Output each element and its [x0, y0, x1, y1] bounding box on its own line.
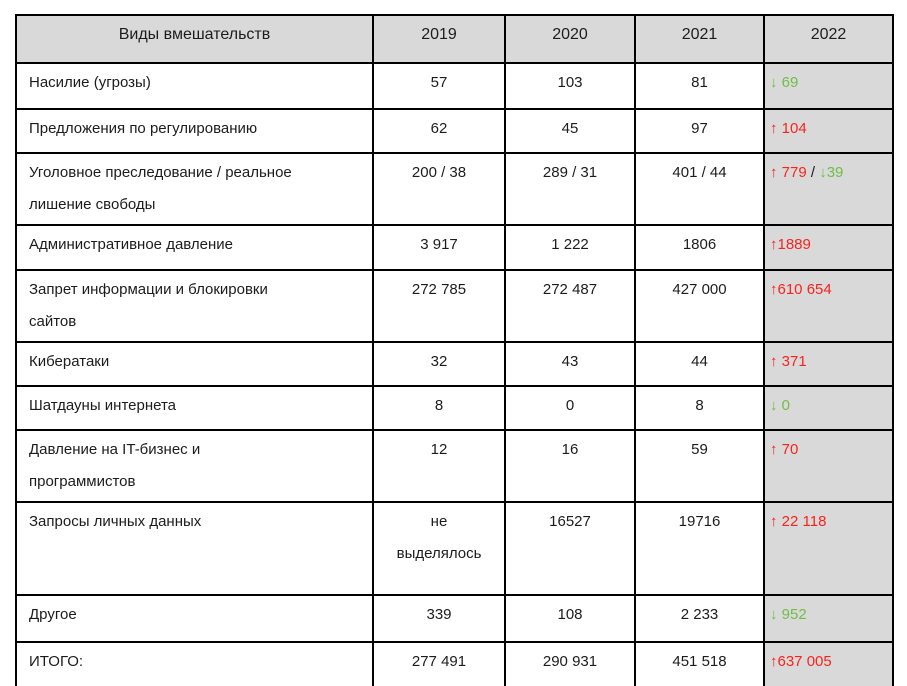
- value-2021: 1806: [634, 224, 765, 271]
- table-row: Давление на IT-бизнес и программистов 12 1…: [15, 429, 894, 503]
- value-2020: 1 222: [504, 224, 636, 271]
- value-2019: не выделялось: [372, 501, 506, 596]
- header-intervention-types: Виды вмешательств: [15, 14, 374, 64]
- table-row: Насилие (угрозы) 57 103 81 ↓ 69: [15, 62, 894, 110]
- decrease-arrow-value: ↓ 69: [770, 74, 799, 91]
- header-year-2022: 2022: [763, 14, 894, 64]
- value-2020: 108: [504, 594, 636, 643]
- value-2021: 81: [634, 62, 765, 110]
- value-2019: 277 491: [372, 641, 506, 686]
- value-2020: 290 931: [504, 641, 636, 686]
- change-separator: /: [806, 164, 820, 181]
- table-row: Предложения по регулированию 62 45 97 ↑ 104: [15, 108, 894, 154]
- row-label: Другое: [15, 594, 374, 643]
- value-2021: 44: [634, 341, 765, 387]
- decrease-arrow-value: ↓ 0: [770, 397, 791, 414]
- value-2019: 200 / 38: [372, 152, 506, 226]
- value-2019: 272 785: [372, 269, 506, 343]
- table-row: Шатдауны интернета 8 0 8 ↓ 0: [15, 385, 894, 431]
- row-label: Административное давление: [15, 224, 374, 271]
- value-2022-change: ↑610 654: [763, 269, 894, 343]
- table-row: Другое 339 108 2 233 ↓ 952: [15, 594, 894, 643]
- table-row: Административное давление 3 917 1 222 1806 ↑…: [15, 224, 894, 271]
- value-2020: 103: [504, 62, 636, 110]
- row-label: Давление на IT-бизнес и программистов: [15, 429, 374, 503]
- header-row: Виды вмешательств 2019 2020 2021 2022: [15, 14, 894, 64]
- table-row: ИТОГО: 277 491 290 931 451 518 ↑637 005: [15, 641, 894, 686]
- value-2019: 12: [372, 429, 506, 503]
- row-label: Запрет информации и блокировки сайтов: [15, 269, 374, 343]
- value-2021: 451 518: [634, 641, 765, 686]
- value-2019: 339: [372, 594, 506, 643]
- increase-arrow-value: ↑ 371: [770, 353, 807, 370]
- value-2021: 2 233: [634, 594, 765, 643]
- row-label: Предложения по регулированию: [15, 108, 374, 154]
- value-2021: 59: [634, 429, 765, 503]
- value-2022-change: ↑ 371: [763, 341, 894, 387]
- table-row: Уголовное преследование / реальное лишен…: [15, 152, 894, 226]
- value-2021: 19716: [634, 501, 765, 596]
- value-2021: 427 000: [634, 269, 765, 343]
- table-row: Кибератаки 32 43 44 ↑ 371: [15, 341, 894, 387]
- value-2019: 8: [372, 385, 506, 431]
- increase-arrow-value: ↑ 779: [770, 164, 807, 181]
- value-2020: 45: [504, 108, 636, 154]
- row-label: Кибератаки: [15, 341, 374, 387]
- value-2022-change: ↑ 22 118: [763, 501, 894, 596]
- row-label: Уголовное преследование / реальное лишен…: [15, 152, 374, 226]
- value-2022-change: ↑637 005: [763, 641, 894, 686]
- value-2020: 272 487: [504, 269, 636, 343]
- table-row: Запросы личных данных не выделялось 16527 1…: [15, 501, 894, 596]
- value-2022-change: ↑1889: [763, 224, 894, 271]
- value-2022-change: ↑ 70: [763, 429, 894, 503]
- value-2020: 16: [504, 429, 636, 503]
- value-2021: 97: [634, 108, 765, 154]
- row-label: Запросы личных данных: [15, 501, 374, 596]
- value-2022-change: ↓ 69: [763, 62, 894, 110]
- value-2019: 62: [372, 108, 506, 154]
- value-2020: 16527: [504, 501, 636, 596]
- value-2022-change: ↑ 104: [763, 108, 894, 154]
- table-body: Насилие (угрозы) 57 103 81 ↓ 69 Предложения п…: [15, 62, 894, 686]
- table-header: Виды вмешательств 2019 2020 2021 2022: [15, 14, 894, 64]
- value-2020: 43: [504, 341, 636, 387]
- value-2022-change: ↓ 0: [763, 385, 894, 431]
- decrease-arrow-value: ↓ 952: [770, 606, 807, 623]
- increase-arrow-value: ↑ 70: [770, 441, 799, 458]
- row-label: Насилие (угрозы): [15, 62, 374, 110]
- increase-arrow-value: ↑ 104: [770, 120, 807, 137]
- value-2022-change: ↓ 952: [763, 594, 894, 643]
- header-year-2020: 2020: [504, 14, 636, 64]
- row-label: ИТОГО:: [15, 641, 374, 686]
- increase-arrow-value: ↑610 654: [770, 281, 832, 298]
- row-label: Шатдауны интернета: [15, 385, 374, 431]
- value-2021: 401 / 44: [634, 152, 765, 226]
- header-year-2019: 2019: [372, 14, 506, 64]
- value-2022-change: ↑ 779 / ↓39: [763, 152, 894, 226]
- increase-arrow-value: ↑ 22 118: [770, 513, 827, 530]
- value-2019: 32: [372, 341, 506, 387]
- value-2021: 8: [634, 385, 765, 431]
- value-2019: 57: [372, 62, 506, 110]
- header-year-2021: 2021: [634, 14, 765, 64]
- value-2019: 3 917: [372, 224, 506, 271]
- interventions-by-year-table: Виды вмешательств 2019 2020 2021 2022 На…: [15, 14, 894, 686]
- table-row: Запрет информации и блокировки сайтов 272…: [15, 269, 894, 343]
- increase-arrow-value: ↑637 005: [770, 653, 832, 670]
- decrease-arrow-value: ↓39: [819, 164, 844, 181]
- increase-arrow-value: ↑1889: [770, 236, 811, 253]
- value-2020: 0: [504, 385, 636, 431]
- value-2020: 289 / 31: [504, 152, 636, 226]
